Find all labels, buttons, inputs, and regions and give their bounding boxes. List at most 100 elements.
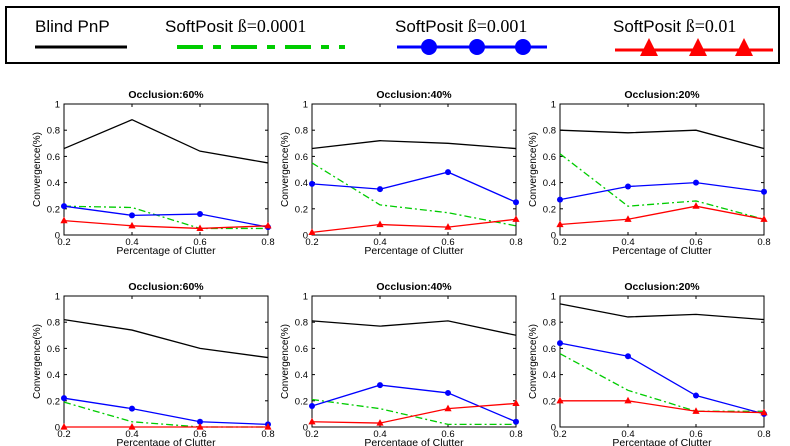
y-tick-label: 0.4 [543, 178, 556, 189]
y-tick-label: 1 [551, 292, 556, 303]
point-softposit-01 [308, 417, 316, 425]
series-line-blind-pnp [559, 303, 765, 321]
y-tick-label: 1 [55, 100, 60, 111]
y-tick-label: 0.6 [47, 152, 60, 163]
legend-swatch-black-line [35, 45, 127, 49]
point-softposit-001 [557, 340, 563, 347]
series-line-softposit-0001 [559, 153, 765, 220]
point-softposit-001 [377, 382, 383, 389]
point-softposit-01 [60, 216, 68, 224]
y-tick-label: 0.2 [543, 204, 556, 215]
point-softposit-001 [761, 188, 767, 195]
x-tick-label: 0.2 [57, 429, 70, 440]
x-axis-label: Percentage of Clutter [364, 437, 464, 446]
point-softposit-01 [196, 423, 204, 430]
series-line-softposit-0001 [559, 353, 764, 412]
y-tick-label: 0.8 [543, 318, 556, 329]
point-softposit-01 [264, 423, 272, 430]
point-softposit-001 [693, 179, 699, 186]
point-softposit-01 [264, 221, 272, 229]
x-tick-label: 0.6 [441, 237, 454, 248]
chart-title: Occlusion:20% [624, 89, 700, 101]
legend-swatch-red-triangles [615, 38, 773, 56]
x-tick-label: 0.4 [373, 429, 386, 440]
x-axis-label: Percentage of Clutter [612, 437, 712, 446]
y-tick-label: 0.8 [295, 318, 308, 329]
series-line-softposit-0001 [311, 398, 516, 426]
legend-label: Blind PnP [35, 17, 110, 36]
y-tick-label: 0.8 [295, 126, 308, 137]
point-softposit-01 [512, 399, 520, 407]
point-softposit-01 [760, 408, 768, 416]
series-line-softposit-0001 [63, 205, 268, 230]
point-softposit-001 [129, 405, 135, 412]
point-softposit-01 [624, 396, 632, 404]
series-line-softposit-0001 [311, 162, 517, 227]
point-softposit-01 [376, 419, 384, 426]
series-line-softposit-001 [559, 342, 765, 415]
x-tick-label: 0.6 [193, 429, 206, 440]
chart-title: Occlusion:40% [376, 281, 452, 293]
x-tick-label: 0.8 [261, 237, 274, 248]
x-tick-label: 0.6 [441, 429, 454, 440]
point-softposit-001 [309, 403, 315, 410]
y-axis-label: Convergence(%) [280, 324, 291, 399]
point-softposit-01 [196, 224, 204, 232]
x-tick-label: 0.4 [125, 429, 138, 440]
y-axis-label: Convergence(%) [280, 132, 291, 207]
series-line-softposit-001 [559, 181, 765, 201]
chart-panel-1: 00.20.40.60.810.2 0.4 0.6 0.8Occlusion:60%P… [32, 89, 275, 257]
legend: Blind PnP SoftPosit ß=0.0001 SoftPosit ß… [5, 6, 780, 64]
point-softposit-001 [197, 211, 203, 218]
x-tick-label: 0.2 [305, 429, 318, 440]
x-axis-label: Percentage of Clutter [364, 245, 464, 257]
plot-frame [559, 103, 765, 236]
x-tick-label: 0.8 [509, 237, 522, 248]
series-line-softposit-001 [311, 171, 517, 203]
y-tick-label: 1 [55, 292, 60, 303]
point-softposit-001 [625, 353, 631, 360]
y-axis-label: Convergence(%) [32, 324, 43, 399]
y-tick-label: 1 [303, 100, 308, 111]
legend-label: SoftPosit ß=0.001 [395, 16, 528, 36]
y-tick-label: 0.2 [47, 204, 60, 215]
point-softposit-01 [556, 220, 564, 228]
x-tick-label: 0.6 [193, 237, 206, 248]
chart-panel-6: 00.20.40.60.810.2 0.4 0.6 0.8Occlusion:20%P… [528, 281, 771, 446]
x-tick-label: 0.8 [757, 237, 770, 248]
y-tick-label: 0.4 [543, 370, 556, 381]
point-softposit-001 [557, 196, 563, 203]
x-tick-label: 0.2 [553, 429, 566, 440]
chart-panel-2: 00.20.40.60.810.2 0.4 0.6 0.8Occlusion:40%P… [280, 89, 523, 257]
point-softposit-001 [61, 395, 67, 402]
point-softposit-01 [444, 223, 452, 230]
y-tick-label: 0 [303, 231, 308, 242]
series-line-softposit-001 [311, 384, 517, 423]
point-softposit-001 [445, 389, 451, 396]
x-tick-label: 0.6 [689, 429, 702, 440]
x-tick-label: 0.8 [757, 429, 770, 440]
y-tick-label: 0.8 [47, 126, 60, 137]
chart-title: Occlusion:60% [128, 89, 204, 101]
series-line-softposit-01 [63, 219, 269, 230]
x-tick-label: 0.4 [125, 237, 138, 248]
y-tick-label: 0.6 [543, 344, 556, 355]
point-softposit-01 [60, 423, 68, 430]
x-tick-label: 0.2 [305, 237, 318, 248]
point-softposit-01 [308, 228, 316, 235]
chart-panel-3: 00.20.40.60.810.2 0.4 0.6 0.8Occlusion:20%P… [528, 89, 771, 257]
point-softposit-001 [445, 169, 451, 176]
point-softposit-001 [513, 418, 519, 425]
y-axis-label: Convergence(%) [528, 132, 539, 207]
series-line-blind-pnp [63, 119, 269, 164]
point-softposit-001 [197, 418, 203, 425]
y-tick-label: 0.4 [47, 178, 60, 189]
point-softposit-01 [760, 215, 768, 222]
x-tick-label: 0.4 [621, 237, 634, 248]
x-tick-label: 0.2 [57, 237, 70, 248]
y-tick-label: 0 [551, 231, 556, 242]
x-tick-label: 0.4 [621, 429, 634, 440]
y-tick-label: 0.8 [543, 126, 556, 137]
series-line-softposit-01 [311, 402, 517, 424]
